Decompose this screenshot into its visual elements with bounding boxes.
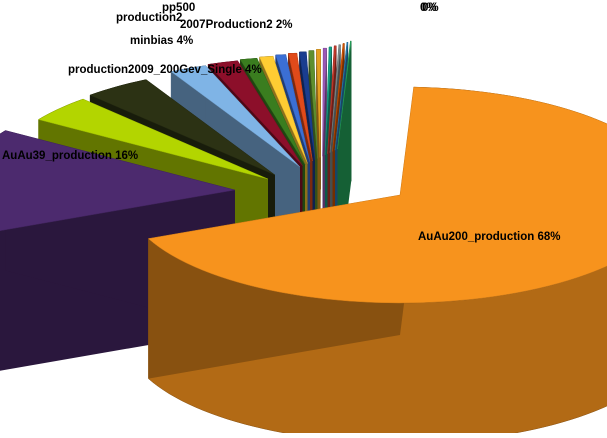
pie-slice-top-2 [0,130,236,231]
pie-slice-top-3 [37,98,269,180]
pie-label-1: AuAu200_production 68% [418,231,561,243]
pie-slice-top-12 [308,50,318,159]
pie-slice-top-17 [329,44,341,153]
pie-slice-top-20 [337,40,352,150]
pie-slice-top-8 [259,55,308,164]
pie-label-4: minbias 4% [130,35,193,47]
pie-slice-top-14 [322,47,327,157]
pie-slice-top-19 [334,42,349,151]
pie-extra-label-2: pp500 [162,2,195,14]
pie-label-6: 2007Production2 2% [180,19,292,31]
pie-slice-top-18 [332,43,345,152]
pie-extra-label-4: 0% [422,2,439,14]
pie-extra-label-1: production2 [116,12,182,24]
pie-slice-top-5 [170,65,301,168]
pie-slice-top-1 [147,86,607,304]
pie-extra-label-3: 0% [420,2,437,14]
pie-slice-top-10 [287,52,313,162]
pie-slice-top-15 [324,46,332,156]
pie-label-3: production2009_200Gev_Single 4% [68,64,262,76]
pie-slice-top-6 [207,60,303,166]
pie-slice-top-13 [316,49,321,158]
pie-slice-top-16 [327,45,337,154]
pie-label-2: AuAu39_production 16% [2,150,138,162]
pie-slice-top-11 [299,51,316,160]
pie-slice-1 [147,86,607,438]
pie-slice-top-7 [239,58,306,165]
pie-slice-top-4 [89,79,276,176]
pie-slice-top-9 [275,54,311,163]
